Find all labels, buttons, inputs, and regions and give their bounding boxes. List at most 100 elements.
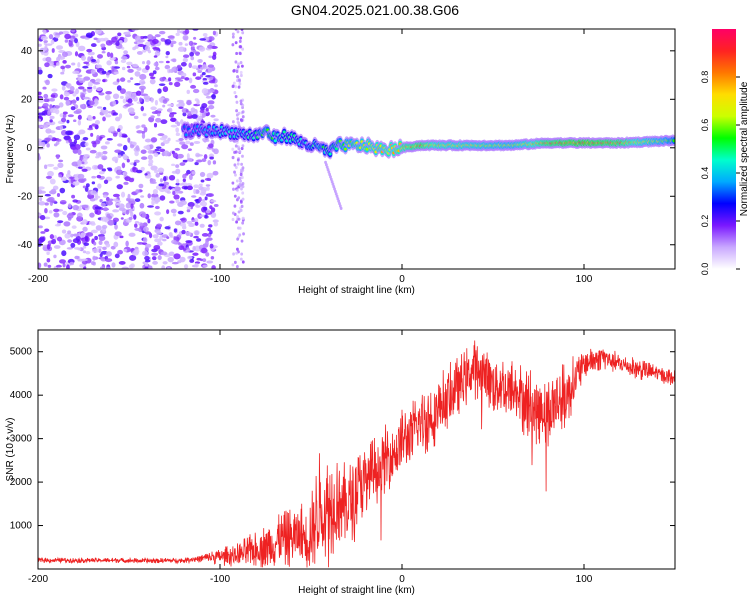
noise-speck — [89, 149, 97, 154]
noise-speck — [183, 264, 189, 269]
noise-speck — [151, 111, 158, 115]
noise-speck — [130, 203, 134, 209]
noise-speck — [238, 51, 242, 55]
noise-speck — [133, 214, 137, 220]
noise-speck — [77, 77, 84, 81]
noise-speck — [134, 150, 139, 157]
noise-speck — [112, 81, 119, 86]
noise-speck — [151, 115, 155, 119]
noise-speck — [90, 190, 97, 196]
noise-speck — [144, 266, 149, 269]
noise-speck — [89, 198, 96, 202]
noise-speck — [70, 86, 75, 92]
noise-speck — [143, 237, 148, 243]
signal-tail — [329, 177, 333, 181]
signal-tail — [324, 160, 327, 164]
noise-speck — [232, 252, 235, 256]
noise-speck — [192, 111, 197, 115]
signal-tail — [327, 170, 331, 174]
noise-speck — [138, 183, 144, 189]
noise-speck — [170, 43, 174, 48]
noise-speck — [38, 91, 42, 96]
noise-speck — [200, 247, 208, 254]
noise-speck — [169, 117, 177, 122]
colorbar-tick-label: 0.4 — [700, 167, 710, 180]
noise-speck — [56, 236, 63, 242]
noise-speck — [88, 100, 95, 106]
noise-speck — [153, 152, 159, 157]
noise-speck — [188, 62, 192, 69]
noise-speck — [231, 181, 235, 185]
noise-speck — [124, 104, 131, 107]
noise-speck — [148, 116, 155, 123]
noise-speck — [154, 200, 159, 204]
noise-speck — [138, 97, 143, 103]
noise-speck — [46, 244, 51, 250]
noise-speck — [194, 230, 199, 236]
noise-speck — [178, 41, 183, 46]
noise-speck — [81, 219, 88, 225]
noise-speck — [235, 251, 239, 255]
noise-speck — [61, 85, 66, 91]
noise-speck — [185, 109, 189, 113]
noise-speck — [236, 162, 240, 166]
noise-speck — [187, 201, 195, 208]
noise-speck — [165, 60, 170, 64]
noise-speck — [116, 165, 122, 170]
noise-speck — [119, 235, 124, 239]
noise-speck — [153, 196, 161, 203]
noise-speck — [204, 214, 208, 219]
noise-speck — [207, 67, 213, 73]
noise-speck — [43, 98, 50, 103]
noise-speck — [179, 218, 186, 221]
signal-tail — [338, 201, 341, 206]
noise-speck — [62, 111, 68, 115]
noise-speck — [237, 196, 241, 200]
noise-speck — [193, 235, 199, 239]
noise-speck — [53, 212, 60, 218]
noise-speck — [141, 81, 146, 85]
noise-speck — [143, 126, 148, 133]
noise-speck — [241, 31, 245, 35]
noise-speck — [112, 132, 118, 137]
noise-speck — [96, 245, 103, 249]
noise-speck — [112, 93, 120, 100]
signal-tail — [333, 187, 336, 191]
noise-speck — [105, 266, 111, 269]
signal-core — [230, 128, 234, 132]
noise-speck — [182, 173, 187, 179]
noise-speck — [181, 144, 189, 150]
signal-tail — [330, 180, 334, 184]
noise-speck — [57, 220, 64, 224]
noise-speck — [166, 191, 171, 194]
noise-speck — [94, 206, 102, 210]
noise-speck — [92, 142, 97, 148]
noise-speck — [126, 91, 133, 95]
noise-speck — [211, 93, 216, 100]
noise-speck — [59, 187, 66, 194]
noise-speck — [112, 209, 118, 213]
noise-speck — [98, 248, 102, 253]
signal-core — [672, 139, 675, 143]
noise-speck — [82, 245, 87, 249]
noise-speck — [195, 154, 203, 157]
noise-speck — [119, 36, 125, 41]
noise-speck — [176, 29, 181, 34]
noise-speck — [231, 211, 235, 215]
noise-speck — [83, 61, 89, 65]
noise-speck — [82, 226, 88, 232]
noise-speck — [132, 63, 139, 68]
noise-speck — [53, 254, 57, 259]
noise-speck — [48, 210, 53, 214]
noise-speck — [241, 216, 245, 220]
noise-speck — [209, 76, 214, 80]
noise-speck — [127, 193, 131, 200]
noise-speck — [70, 242, 76, 248]
noise-speck — [107, 219, 115, 226]
noise-speck — [152, 188, 158, 195]
noise-speck — [235, 265, 239, 269]
noise-speck — [176, 178, 180, 184]
noise-speck — [182, 178, 186, 183]
noise-speck — [198, 196, 202, 203]
noise-speck — [53, 245, 61, 249]
